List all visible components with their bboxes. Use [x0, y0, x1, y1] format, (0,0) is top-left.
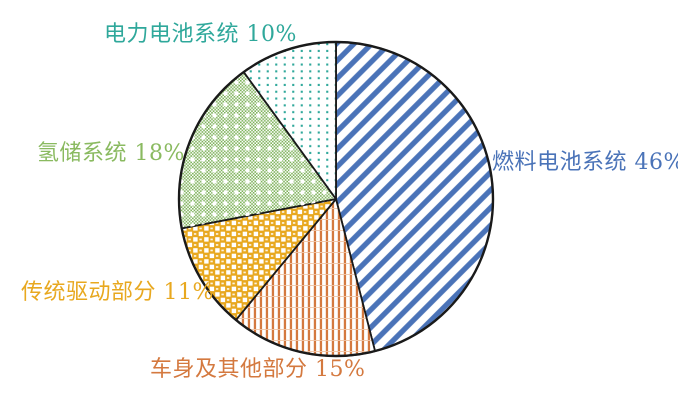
- pie-slice-hydrogen-storage-dot-overlay: [178, 71, 336, 229]
- label-traditional-drive: 传统驱动部分 11%: [21, 280, 214, 305]
- label-hydrogen-storage-system: 氢储系统 18%: [37, 141, 185, 166]
- label-fuel-cell-system: 燃料电池系统 46%: [492, 150, 678, 175]
- pie-slices-group: [178, 41, 494, 357]
- label-body-and-other: 车身及其他部分 15%: [150, 357, 366, 382]
- label-power-battery-system: 电力电池系统 10%: [104, 22, 297, 47]
- pie-outline-circle: [177, 40, 495, 358]
